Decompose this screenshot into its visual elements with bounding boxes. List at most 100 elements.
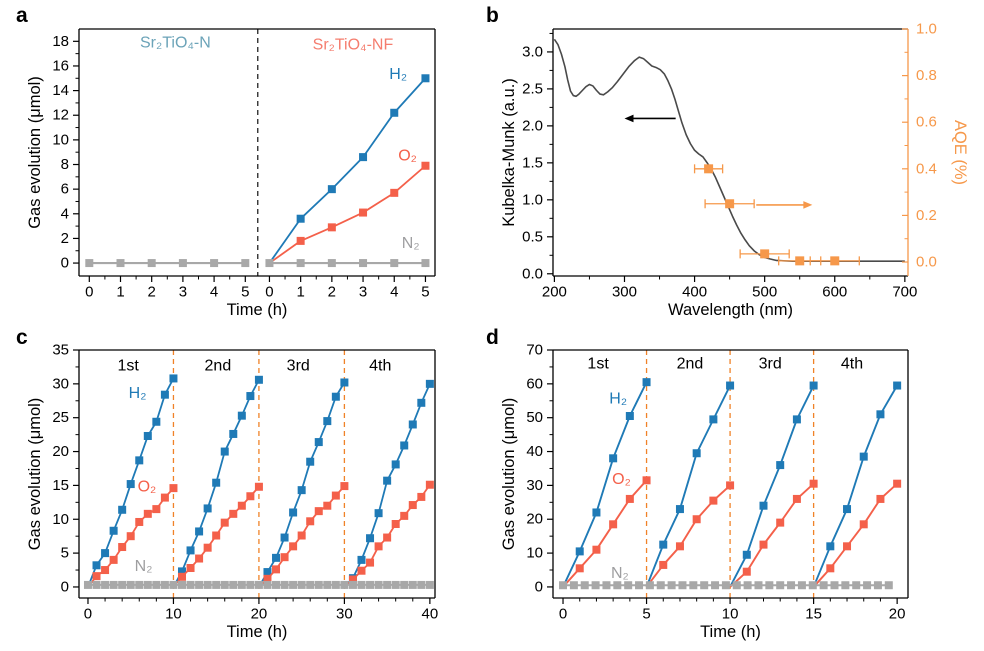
svg-text:1: 1 (296, 283, 304, 300)
svg-text:5: 5 (61, 545, 69, 562)
svg-text:0: 0 (61, 255, 69, 272)
svg-text:50: 50 (526, 409, 543, 426)
annotation-1st: 1st (587, 356, 609, 373)
panel-c-axes: 0 10 20 30 40 0 5 10 15 20 25 30 35 Time (h) Gas evolu… (26, 342, 438, 642)
series-aqe-points (693, 164, 860, 266)
svg-text:6: 6 (61, 181, 69, 198)
svg-text:30: 30 (52, 375, 69, 392)
svg-text:20: 20 (52, 443, 69, 460)
svg-text:0: 0 (61, 578, 69, 595)
svg-text:10: 10 (52, 511, 69, 528)
annotation-N₂: N₂ (611, 565, 629, 582)
svg-text:0.8: 0.8 (916, 67, 937, 84)
svg-text:15: 15 (52, 477, 69, 494)
series-H2-cycles (87, 374, 434, 588)
svg-text:12: 12 (52, 107, 69, 124)
annotation-O₂: O₂ (138, 478, 157, 495)
svg-text:35: 35 (52, 342, 69, 359)
axis-assignment-arrow (624, 114, 634, 123)
annotation-H₂: H₂ (389, 66, 407, 83)
svg-text:0.5: 0.5 (522, 228, 543, 245)
svg-text:2.0: 2.0 (522, 117, 543, 134)
panel-d-letter: d (486, 326, 499, 349)
svg-text:0.6: 0.6 (916, 114, 937, 131)
annotation-Sr₂TiO₄-NF: Sr₂TiO₄-NF (313, 37, 394, 54)
svg-text:40: 40 (422, 605, 439, 622)
svg-text:AQE (%): AQE (%) (951, 120, 969, 185)
series-kubelka-munk-spectrum (553, 38, 905, 263)
svg-text:5: 5 (642, 605, 650, 622)
annotation-4th: 4th (369, 358, 391, 375)
annotation-3rd: 3rd (759, 356, 782, 373)
svg-text:0.0: 0.0 (916, 254, 937, 271)
svg-text:30: 30 (526, 477, 543, 494)
svg-text:4: 4 (390, 283, 398, 300)
svg-text:0: 0 (85, 283, 93, 300)
svg-text:0.0: 0.0 (522, 265, 543, 282)
svg-text:600: 600 (822, 283, 847, 300)
svg-text:0: 0 (265, 283, 273, 300)
series-H2-SrTiO4-NF (268, 74, 430, 264)
annotation-H₂: H₂ (129, 385, 147, 402)
svg-text:20: 20 (889, 605, 906, 622)
panel-a-letter: a (16, 4, 28, 27)
svg-text:Gas evolution (μmol): Gas evolution (μmol) (500, 398, 518, 551)
annotation-N₂: N₂ (135, 558, 153, 575)
svg-text:1: 1 (116, 283, 124, 300)
annotation-4th: 4th (841, 356, 863, 373)
panel-b-chart: 200 300 400 500 600 700 0.0 0.5 1.0 1.5 2.0 2.5 3.0 0… (500, 21, 969, 320)
svg-text:2: 2 (148, 283, 156, 300)
svg-text:Gas evolution (μmol): Gas evolution (μmol) (26, 76, 44, 229)
svg-text:10: 10 (722, 605, 739, 622)
axis-assignment-arrow (803, 201, 813, 209)
svg-text:8: 8 (61, 156, 69, 173)
series-O2-SrTiO4-NF (268, 161, 430, 264)
svg-text:0.2: 0.2 (916, 207, 937, 224)
series-H2-cycles (562, 378, 902, 588)
svg-text:20: 20 (251, 605, 268, 622)
svg-text:16: 16 (52, 57, 69, 74)
svg-text:400: 400 (682, 283, 707, 300)
svg-text:15: 15 (805, 605, 822, 622)
panel-d-chart: 0 5 10 15 20 0 10 20 30 40 50 60 70 Time (h) Gas evolu… (500, 342, 909, 641)
annotation-3rd: 3rd (287, 358, 310, 375)
series-N2 (83, 580, 434, 589)
svg-text:1.5: 1.5 (522, 154, 543, 171)
svg-text:4: 4 (210, 283, 218, 300)
svg-text:10: 10 (526, 545, 543, 562)
svg-text:1.0: 1.0 (916, 21, 937, 38)
svg-text:5: 5 (421, 283, 429, 300)
annotation-O₂: O₂ (612, 471, 631, 488)
svg-text:3: 3 (359, 283, 367, 300)
panel-c-letter: c (16, 326, 28, 349)
svg-text:2: 2 (61, 230, 69, 247)
svg-text:60: 60 (526, 375, 543, 392)
svg-text:200: 200 (542, 283, 567, 300)
annotation-2nd: 2nd (205, 358, 232, 375)
svg-text:2.5: 2.5 (522, 80, 543, 97)
svg-text:14: 14 (52, 82, 69, 99)
svg-text:5: 5 (241, 283, 249, 300)
series-O2-cycles (562, 476, 902, 588)
svg-text:18: 18 (52, 33, 69, 50)
svg-text:2: 2 (328, 283, 336, 300)
series-N2 (559, 581, 893, 590)
svg-text:10: 10 (165, 605, 182, 622)
svg-text:70: 70 (526, 342, 543, 359)
svg-text:10: 10 (52, 131, 69, 148)
annotation-H₂: H₂ (609, 391, 627, 408)
panel-b-axes: 200 300 400 500 600 700 0.0 0.5 1.0 1.5 2.0 2.5 3.0 0… (500, 21, 969, 320)
svg-text:0: 0 (559, 605, 567, 622)
annotation-N₂: N₂ (402, 235, 420, 252)
svg-text:300: 300 (612, 283, 637, 300)
series-N2 (85, 259, 430, 268)
annotation-Sr₂TiO₄-N: Sr₂TiO₄-N (140, 35, 211, 52)
annotation-2nd: 2nd (677, 356, 704, 373)
svg-text:1.0: 1.0 (522, 191, 543, 208)
panel-c-chart: 0 10 20 30 40 0 5 10 15 20 25 30 35 Time (h) Gas evolu… (26, 342, 438, 642)
svg-text:3.0: 3.0 (522, 43, 543, 60)
